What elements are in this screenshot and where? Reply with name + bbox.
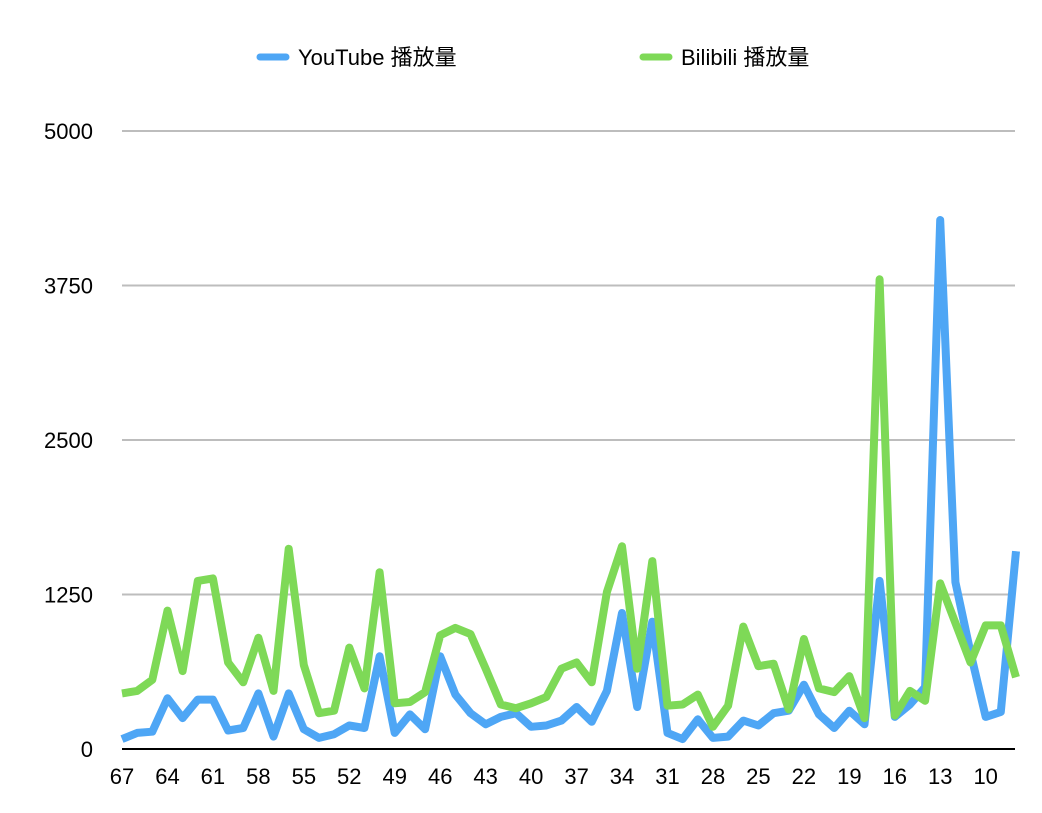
youtube-legend-label: YouTube 播放量	[298, 45, 457, 70]
y-tick-label: 3750	[44, 274, 93, 299]
legend: YouTube 播放量 Bilibili 播放量	[256, 45, 809, 70]
x-tick-label: 64	[155, 764, 179, 789]
y-tick-label: 5000	[44, 119, 93, 144]
x-tick-label: 37	[564, 764, 588, 789]
x-tick-label: 67	[110, 764, 134, 789]
x-tick-label: 13	[928, 764, 952, 789]
x-tick-label: 25	[746, 764, 770, 789]
x-tick-label: 46	[428, 764, 452, 789]
x-tick-label: 31	[655, 764, 679, 789]
bilibili-series-line	[121, 275, 1020, 731]
y-tick-label: 2500	[44, 428, 93, 453]
x-tick-label: 19	[837, 764, 861, 789]
x-axis-ticks: 67 64 61 58 55 52 49 46 43 40 37 34 31 28 25 22 19 16 13 10	[110, 764, 998, 789]
x-tick-label: 16	[883, 764, 907, 789]
x-tick-label: 43	[473, 764, 497, 789]
x-tick-label: 55	[292, 764, 316, 789]
x-tick-label: 22	[792, 764, 816, 789]
x-tick-label: 58	[246, 764, 270, 789]
bilibili-legend-label: Bilibili 播放量	[681, 45, 809, 70]
x-tick-label: 28	[701, 764, 725, 789]
x-tick-label: 10	[973, 764, 997, 789]
x-tick-label: 40	[519, 764, 543, 789]
series-lines	[120, 216, 1020, 744]
x-tick-label: 61	[201, 764, 225, 789]
y-tick-label: 0	[81, 737, 93, 762]
x-tick-label: 52	[337, 764, 361, 789]
x-tick-label: 49	[383, 764, 407, 789]
x-tick-label: 34	[610, 764, 634, 789]
y-axis-ticks: 0 1250 2500 3750 5000	[44, 119, 93, 762]
y-tick-label: 1250	[44, 583, 93, 608]
